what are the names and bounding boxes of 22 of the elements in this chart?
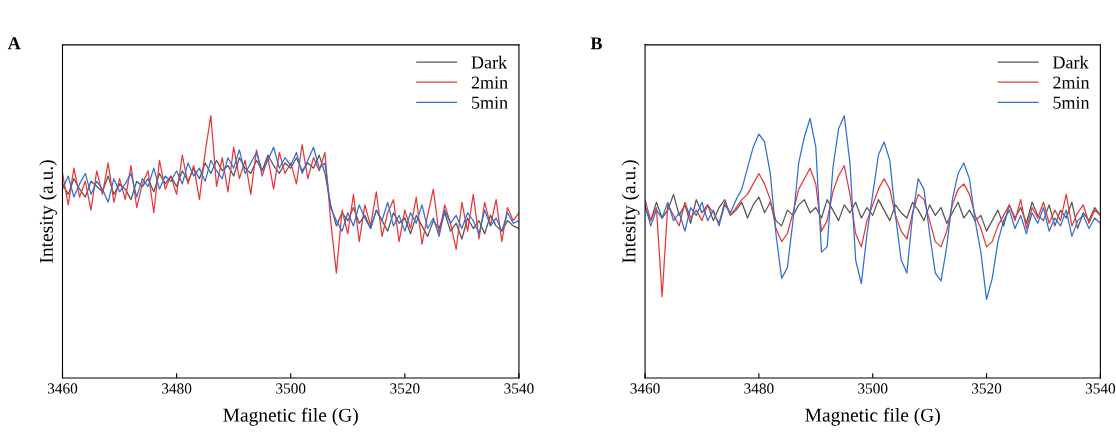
- x-tick-label: 3480: [744, 383, 774, 394]
- x-tick-label: 3500: [276, 383, 306, 394]
- x-tick-label: 3540: [1085, 383, 1116, 394]
- x-axis-title: Magnetic file (G): [805, 407, 940, 426]
- legend-label: 5min: [472, 96, 508, 109]
- x-tick-label: 3460: [47, 383, 78, 394]
- legend-label: Dark: [1052, 55, 1089, 69]
- x-axis-title: Magnetic file (G): [223, 407, 358, 426]
- y-axis-title: Intesity (a.u.): [39, 160, 57, 263]
- x-tick-label: 3500: [858, 383, 888, 394]
- legend-label: 2min: [471, 76, 508, 89]
- chart-title: B: [590, 37, 602, 50]
- x-tick-label: 3520: [972, 383, 1002, 394]
- legend-label: 2min: [1053, 76, 1090, 89]
- x-tick-label: 3460: [630, 383, 660, 394]
- y-axis-title: Intesity (a.u.): [621, 160, 640, 263]
- x-tick-label: 3480: [162, 383, 192, 394]
- x-tick-label: 3540: [504, 383, 534, 394]
- legend-label: 5min: [1053, 96, 1090, 109]
- chart-title: A: [7, 37, 21, 50]
- legend-label: Dark: [471, 55, 508, 69]
- x-tick-label: 3520: [390, 383, 420, 394]
